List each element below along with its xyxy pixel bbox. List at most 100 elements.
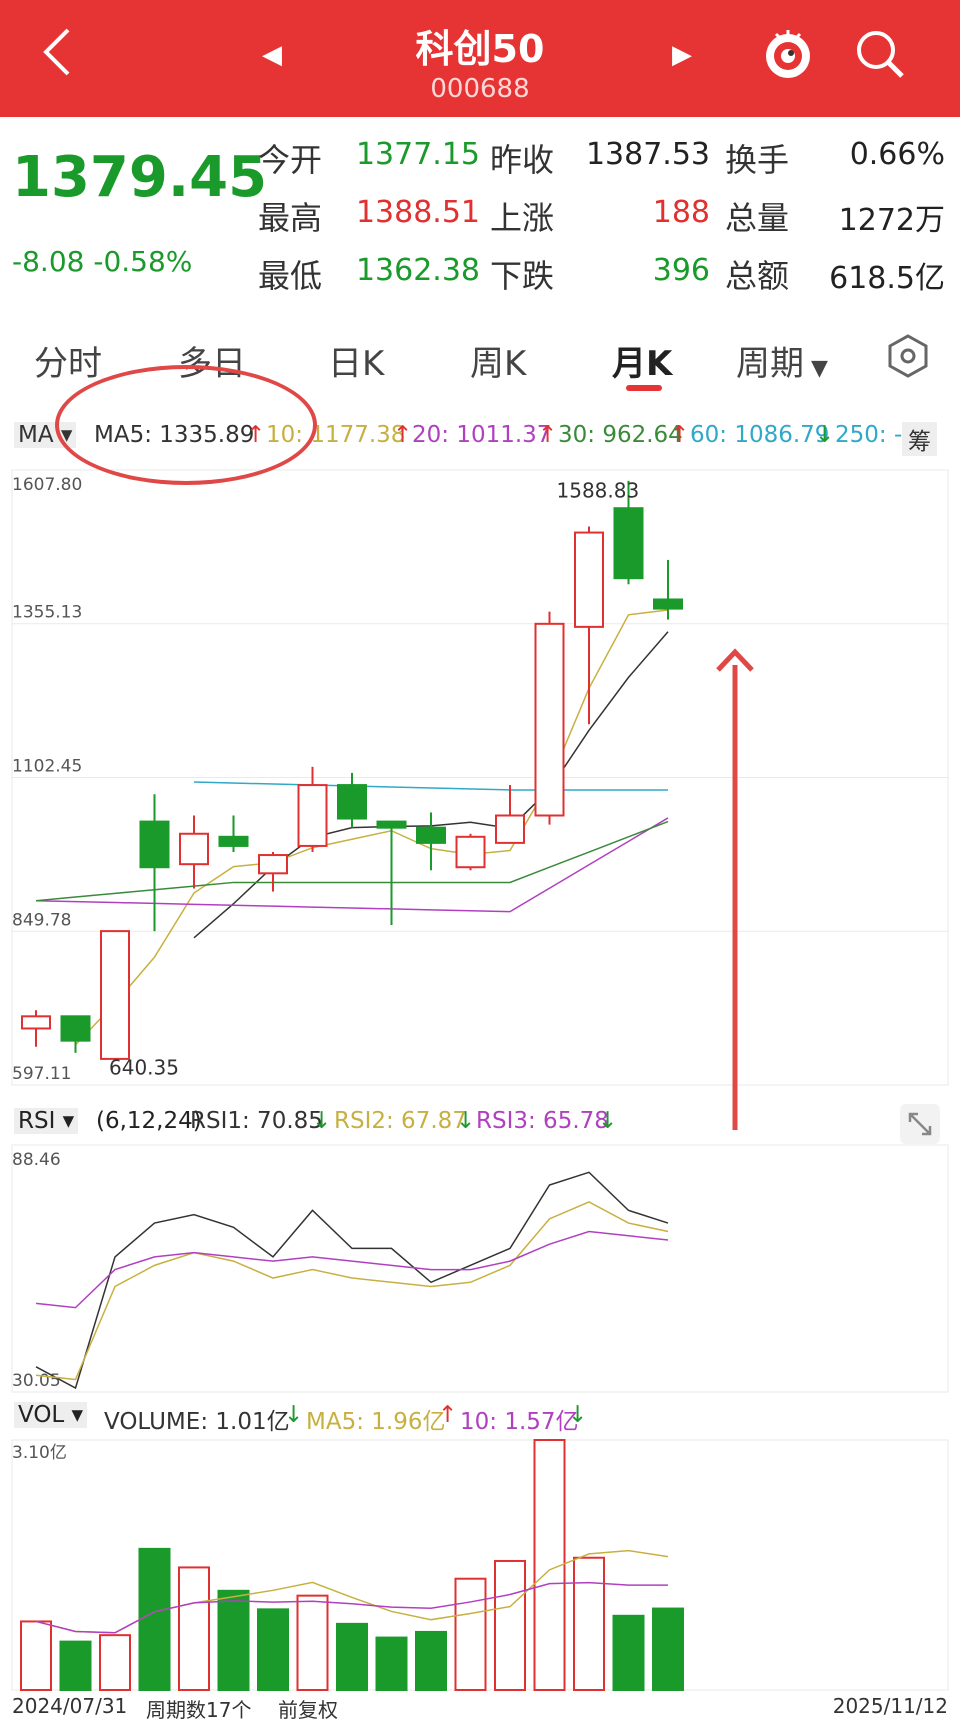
volume-bar	[217, 1589, 250, 1691]
ma20-value: 20: 1011.37	[412, 422, 552, 448]
ma20-arrow: ↑	[538, 422, 558, 448]
ma10-arrow: ↑	[393, 422, 413, 448]
active-tab-indicator	[626, 385, 662, 391]
label-volume: 总量	[725, 199, 790, 237]
label-turnover: 换手	[725, 141, 790, 179]
tab-intraday[interactable]: 分时	[34, 344, 102, 384]
adjust-mode[interactable]: 前复权	[278, 1698, 338, 1722]
rsi-panel-border	[11, 1144, 949, 1393]
vol-ma10-line	[35, 1581, 669, 1634]
candle-body	[60, 1015, 91, 1042]
price-tick-label: 1607.80	[12, 475, 82, 495]
volume-bar	[415, 1630, 447, 1691]
rsi2-arrow: ↓	[456, 1108, 476, 1134]
value-volume: 1272万	[838, 203, 945, 238]
chevron-down-icon: ▼	[804, 356, 828, 381]
ma60-value: 60: 1086.79	[690, 422, 830, 448]
candle-body	[455, 835, 486, 869]
value-low: 1362.38	[355, 253, 480, 288]
rsi1-value: RSI1: 70.85	[190, 1108, 323, 1134]
mascot-icon[interactable]	[758, 24, 818, 84]
tab-weekly-k[interactable]: 周K	[470, 344, 527, 384]
start-date: 2024/07/31	[12, 1694, 128, 1718]
label-advancers: 上涨	[490, 199, 555, 237]
ma5-line	[193, 631, 669, 939]
candle-body	[337, 784, 367, 820]
price-panel-border	[11, 469, 949, 1086]
candle-body	[416, 826, 446, 844]
volume-arrow: ↓	[284, 1402, 304, 1428]
rsi2-line	[35, 1201, 669, 1381]
settings-hexagon-icon[interactable]	[884, 332, 932, 380]
price-tick-label: 1102.45	[12, 757, 82, 777]
rsi1-arrow: ↓	[312, 1108, 332, 1134]
vol-ma10-value: 10: 1.57亿	[460, 1409, 579, 1435]
value-decliners: 396	[652, 253, 710, 288]
back-icon[interactable]	[30, 22, 90, 82]
candle-body	[100, 930, 130, 1060]
candle-body	[574, 531, 604, 628]
rsi-tick-label: 30.05	[12, 1371, 61, 1391]
high-annotation: 1588.83	[557, 479, 640, 503]
vol-ma5-arrow: ↑	[438, 1402, 458, 1428]
chart-footer: 2024/07/31 周期数17个 前复权 2025/11/12	[0, 1694, 960, 1724]
label-open: 今开	[258, 141, 323, 179]
volume-bar	[494, 1559, 526, 1692]
price-tick-label: 849.78	[12, 910, 71, 930]
volume-bar	[257, 1608, 289, 1692]
rsi-selector[interactable]: RSI ▾	[14, 1108, 79, 1134]
vol-ma10-arrow: ↓	[568, 1402, 588, 1428]
vol-ma5-value: MA5: 1.96亿	[306, 1409, 446, 1435]
chip-distribution-button[interactable]: 筹	[902, 422, 937, 456]
rsi3-value: RSI3: 65.78	[476, 1108, 609, 1134]
ma30-line	[35, 820, 669, 902]
label-high: 最高	[258, 199, 323, 237]
annotation-arrow-head	[716, 648, 754, 672]
value-open: 1377.15	[355, 137, 480, 172]
candle-body	[376, 820, 407, 829]
tab-monthly-k[interactable]: 月K	[612, 344, 673, 384]
top-bar: ◀ 科创50 000688 ▶	[0, 0, 960, 117]
label-low: 最低	[258, 257, 323, 295]
candle-body	[21, 1015, 51, 1030]
vol-tick-label: 3.10亿	[12, 1443, 67, 1463]
rsi1-line	[35, 1171, 669, 1390]
volume-bar	[652, 1607, 684, 1691]
tab-daily-k[interactable]: 日K	[328, 344, 385, 384]
quote-panel: 1379.45 -8.08 -0.58% 今开 1377.15 昨收 1387.…	[0, 117, 960, 296]
stock-code: 000688	[430, 74, 530, 104]
candle-body	[613, 507, 644, 580]
candle-body	[258, 854, 288, 875]
prev-stock-button[interactable]: ◀	[262, 40, 282, 70]
tab-period-dropdown[interactable]: 周期 ▼	[736, 336, 828, 385]
low-annotation: 640.35	[109, 1056, 179, 1080]
ma250-value: 250: --	[835, 422, 911, 448]
volume-bar	[612, 1614, 645, 1691]
ma30-arrow: ↑	[670, 422, 690, 448]
period-count: 周期数17个	[146, 1698, 252, 1722]
candle-body	[495, 814, 525, 844]
volume-bar	[454, 1577, 487, 1692]
value-amount: 618.5亿	[829, 261, 945, 296]
candle-body	[297, 784, 328, 847]
last-price: 1379.45	[12, 145, 268, 210]
vol-indicator-bar: VOL ▾ VOLUME: 1.01亿 ↓ MA5: 1.96亿 ↑ 10: 1…	[0, 1398, 960, 1438]
next-stock-button[interactable]: ▶	[672, 40, 692, 70]
vol-selector[interactable]: VOL ▾	[14, 1402, 88, 1428]
volume-value: VOLUME: 1.01亿	[104, 1409, 290, 1435]
candle-body	[534, 622, 565, 817]
ma10-line	[74, 609, 669, 1046]
candle-body	[179, 832, 209, 866]
rsi-indicator-bar: RSI ▾ (6,12,24) RSI1: 70.85 ↓ RSI2: 67.8…	[0, 1104, 960, 1144]
price-tick-label: 597.11	[12, 1064, 71, 1084]
label-amount: 总额	[725, 257, 790, 295]
rsi3-arrow: ↓	[598, 1108, 618, 1134]
volume-bar	[138, 1547, 171, 1691]
search-icon[interactable]	[850, 24, 910, 84]
expand-icon[interactable]	[900, 1104, 940, 1144]
annotation-circle	[55, 365, 317, 485]
ma60-line	[193, 781, 668, 791]
ma60-arrow: ↓	[815, 422, 835, 448]
volume-bar	[375, 1636, 408, 1692]
